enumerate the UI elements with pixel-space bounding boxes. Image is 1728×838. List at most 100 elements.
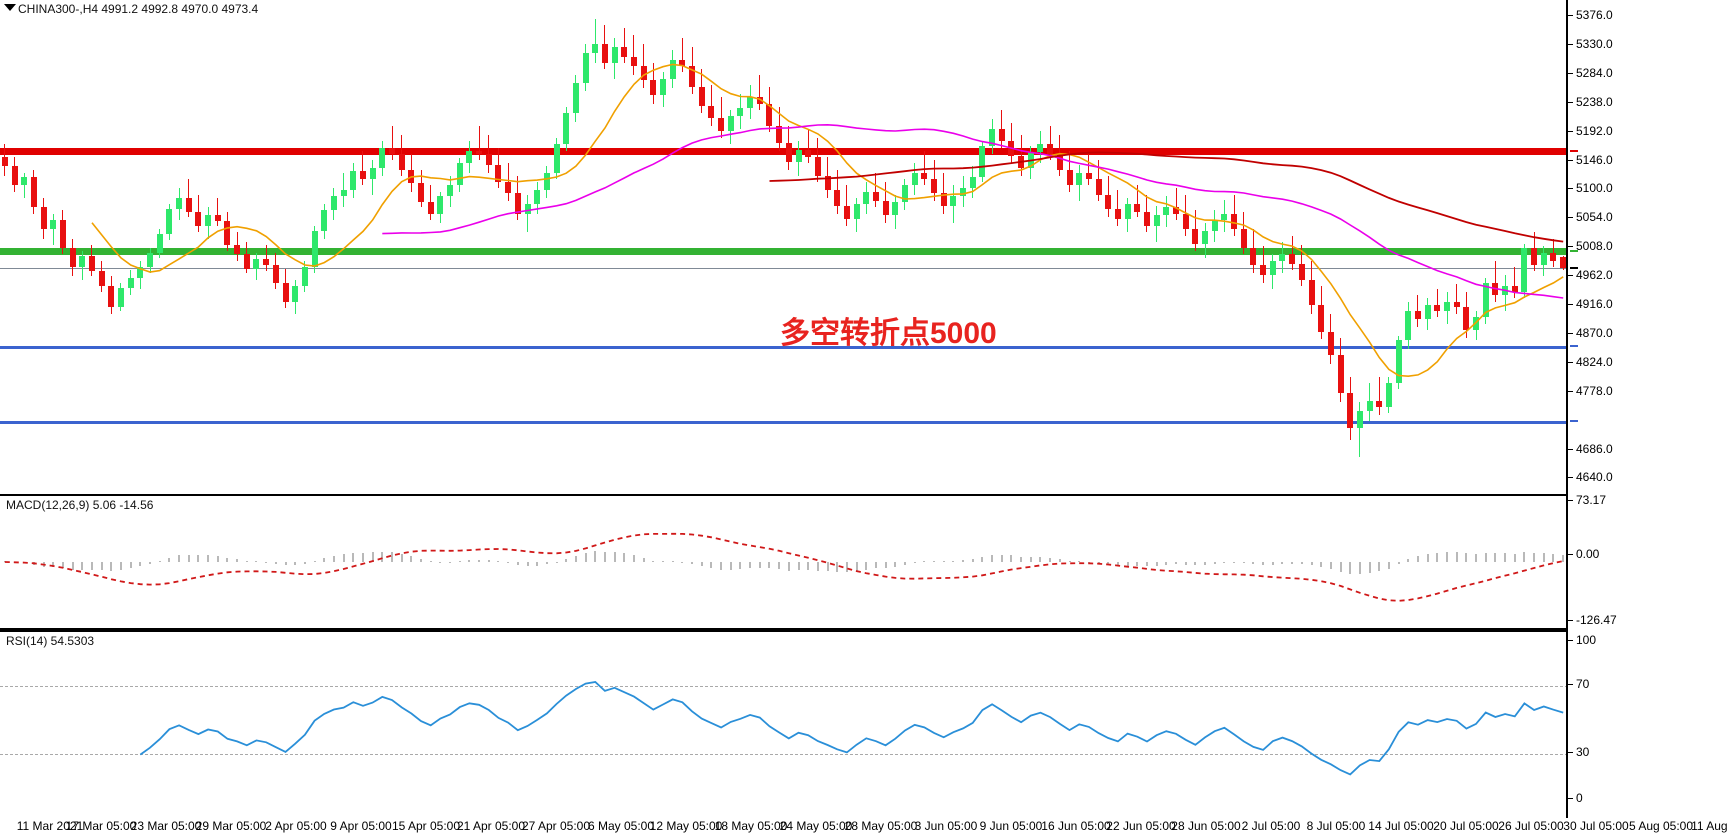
macd-histogram-bar <box>342 554 345 562</box>
macd-histogram-bar <box>323 558 326 562</box>
macd-histogram-bar <box>1416 556 1419 562</box>
macd-histogram-bar <box>1542 552 1545 562</box>
macd-histogram-bar <box>1155 562 1158 566</box>
price-axis-tick: 5284.0 <box>1568 66 1613 80</box>
rsi-axis-tick: 100 <box>1568 633 1596 647</box>
level-line-5160-0 <box>0 147 1568 155</box>
macd-histogram-bar <box>865 562 868 570</box>
macd-histogram-bar <box>158 560 161 562</box>
macd-histogram-bar <box>1097 562 1100 564</box>
macd-histogram-bar <box>1397 562 1400 564</box>
macd-histogram-bar <box>1271 562 1274 565</box>
macd-histogram-bar <box>1233 562 1236 563</box>
macd-histogram-bar <box>816 562 819 571</box>
chart-annotation-text: 多空转折点5000 <box>780 317 997 350</box>
macd-histogram-bar <box>874 562 877 569</box>
macd-histogram-bar <box>671 561 674 562</box>
macd-histogram-bar <box>1300 562 1303 565</box>
price-tag-blue <box>1570 344 1578 347</box>
level-line-4973-4 <box>0 267 1568 269</box>
price-panel[interactable]: CHINA300-,H4 4991.2 4992.8 4970.0 4973.4… <box>0 0 1568 490</box>
macd-histogram-bar <box>894 562 897 567</box>
macd-histogram-bar <box>787 562 790 571</box>
time-axis-label: 6 May 05:00 <box>587 819 655 833</box>
macd-histogram-bar <box>487 560 490 562</box>
macd-histogram-bar <box>1455 551 1458 562</box>
macd-histogram-bar <box>1126 562 1129 566</box>
time-axis-label: 28 May 05:00 <box>844 819 918 833</box>
macd-histogram-bar <box>458 561 461 562</box>
macd-label: MACD(12,26,9) 5.06 -14.56 <box>6 498 154 512</box>
macd-histogram-bar <box>1504 552 1507 562</box>
macd-histogram-bar <box>1020 556 1023 562</box>
macd-histogram-bar <box>42 562 45 567</box>
macd-histogram-bar <box>574 556 577 562</box>
macd-histogram-bar <box>129 562 132 569</box>
macd-histogram-bar <box>197 555 200 562</box>
rsi-axis-tick: 30 <box>1568 745 1589 759</box>
macd-histogram-bar <box>855 562 858 572</box>
macd-histogram-bar <box>632 555 635 562</box>
chart-caret-icon[interactable] <box>4 4 16 11</box>
macd-histogram-bar <box>1523 552 1526 562</box>
price-axis-tick: 4686.0 <box>1568 442 1613 456</box>
macd-histogram-bar <box>691 562 694 565</box>
price-tag-blue <box>1570 419 1578 422</box>
time-axis-label: 20 Jul 05:00 <box>1433 819 1499 833</box>
rsi-level-70-line <box>0 686 1568 687</box>
macd-histogram-bar <box>923 561 926 562</box>
macd-histogram-bar <box>662 561 664 562</box>
macd-histogram-bar <box>1387 562 1390 569</box>
macd-histogram-bar <box>497 561 500 562</box>
price-axis-tick: 4824.0 <box>1568 355 1613 369</box>
price-axis-tick: 5238.0 <box>1568 95 1613 109</box>
macd-histogram-bar <box>613 551 616 562</box>
macd-histogram-bar <box>119 562 122 570</box>
time-axis-label: 2 Jul 05:00 <box>1241 819 1301 833</box>
macd-panel[interactable]: MACD(12,26,9) 5.06 -14.56 <box>0 494 1568 630</box>
time-axis-label: 26 Jul 05:00 <box>1498 819 1564 833</box>
macd-histogram-bar <box>429 561 432 562</box>
time-axis-label: 2 Apr 05:00 <box>265 819 327 833</box>
macd-histogram-bar <box>381 551 384 562</box>
macd-histogram-bar <box>110 562 113 572</box>
macd-histogram-bar <box>23 562 26 564</box>
macd-histogram-bar <box>245 561 248 562</box>
macd-histogram-bar <box>90 562 93 571</box>
price-axis[interactable]: 5376.0 5330.0 5284.0 5238.0 5192.0 5146.0 5100… <box>1566 0 1728 818</box>
macd-histogram-bar <box>884 562 887 568</box>
macd-histogram-bar <box>216 555 219 562</box>
time-axis-label: 11 Aug 05:00 <box>1691 819 1728 833</box>
macd-histogram-bar <box>1533 552 1536 562</box>
macd-histogram-bar <box>710 562 713 569</box>
macd-histogram-bar <box>3 561 6 562</box>
macd-histogram-bar <box>207 555 210 562</box>
macd-histogram-bar <box>1426 553 1429 562</box>
time-axis-label: 8 Jul 05:00 <box>1306 819 1366 833</box>
macd-histogram-bar <box>594 551 597 562</box>
time-axis-label: 12 May 05:00 <box>649 819 723 833</box>
macd-axis-tick: -126.47 <box>1568 613 1617 627</box>
macd-histogram-bar <box>1213 562 1216 564</box>
rsi-line <box>139 681 1564 776</box>
macd-histogram-bar <box>768 562 771 569</box>
macd-histogram-bar <box>1252 562 1255 565</box>
time-axis-label: 15 Apr 05:00 <box>391 819 461 833</box>
price-axis-tick: 5192.0 <box>1568 124 1613 138</box>
macd-histogram-bar <box>555 562 558 563</box>
time-axis-label: 24 May 05:00 <box>779 819 853 833</box>
macd-histogram-bar <box>720 562 723 570</box>
macd-histogram-bar <box>536 562 539 566</box>
price-axis-tick: 4870.0 <box>1568 326 1613 340</box>
macd-histogram-bar <box>313 561 316 562</box>
macd-histogram-bar <box>739 562 742 570</box>
price-axis-tick: 5008.0 <box>1568 239 1613 253</box>
macd-histogram-bar <box>1010 555 1013 562</box>
macd-histogram-bar <box>826 562 829 572</box>
rsi-panel[interactable]: RSI(14) 54.5303 <box>0 630 1568 820</box>
time-axis[interactable]: 11 Mar 2021 17 Mar 05:00 23 Mar 05:00 29 Ma… <box>0 818 1728 838</box>
macd-histogram-bar <box>274 562 277 564</box>
macd-histogram-bar <box>449 562 452 563</box>
macd-histogram-bar <box>1552 553 1555 562</box>
macd-histogram-bar <box>526 562 529 567</box>
